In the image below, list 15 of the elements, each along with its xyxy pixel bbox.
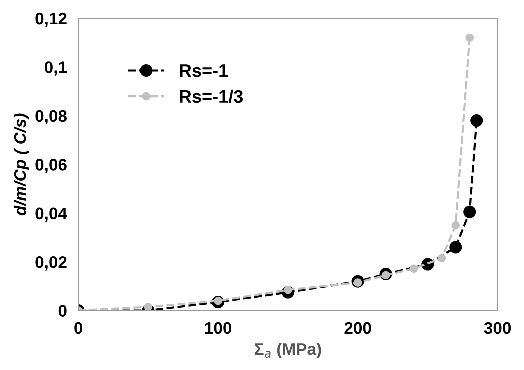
- y-tick-label: 0,12: [36, 12, 67, 28]
- x-tick-label: 100: [205, 322, 232, 334]
- x-tick-label: 0: [74, 322, 83, 334]
- y-tick-label: 0,08: [36, 110, 67, 125]
- legend-label: Rs=-1: [180, 64, 228, 78]
- y-tick-label: 0,04: [36, 208, 68, 222]
- y-tick-label: 0,06: [36, 159, 67, 174]
- y-tick-label: 0: [58, 305, 67, 318]
- x-tick-label: 200: [344, 322, 372, 334]
- y-tick-label: 0,02: [36, 256, 67, 271]
- legend-label: Rs=-1/3: [180, 90, 244, 104]
- y-axis-title: d/m/Cp ( C/s): [14, 114, 30, 216]
- x-axis-title: Σ$_{a}$ (MPa): [255, 343, 322, 359]
- y-tick-label: 0,1: [44, 62, 68, 76]
- x-tick-label: 300: [484, 322, 512, 334]
